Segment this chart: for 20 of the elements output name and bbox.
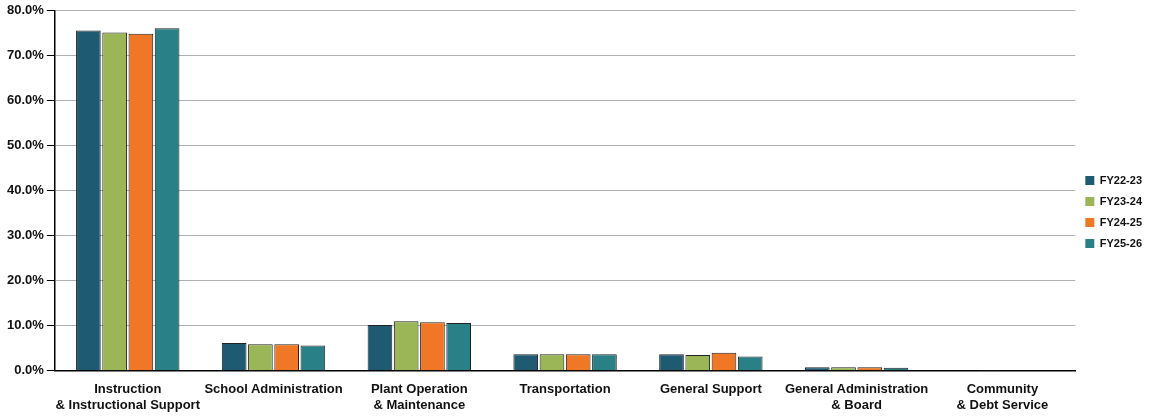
- legend-label: FY23-24: [1099, 194, 1143, 207]
- x-tick-label: Instruction & Instructional Support: [55, 381, 201, 412]
- y-tick-label: 50.0%: [6, 137, 45, 153]
- y-tick-label: 10.0%: [6, 317, 45, 333]
- x-tick-label: General Support: [659, 381, 763, 397]
- x-tick-label: Community & Debt Service: [956, 381, 1049, 412]
- y-tick-label: 70.0%: [6, 47, 45, 63]
- legend-label: FY24-25: [1099, 215, 1143, 228]
- y-tick-label: 40.0%: [6, 182, 45, 198]
- x-tick-label: General Administration & Board: [785, 381, 929, 412]
- legend-label: FY25-26: [1099, 236, 1143, 249]
- y-tick-label: 60.0%: [6, 92, 45, 108]
- x-tick-label: Transportation: [519, 381, 611, 397]
- y-tick-label: 80.0%: [6, 2, 45, 18]
- x-tick-label: School Administration: [204, 381, 343, 397]
- y-tick-label: 0.0%: [14, 362, 45, 378]
- y-tick-label: 20.0%: [6, 272, 45, 288]
- x-tick-label: Plant Operation & Maintenance: [370, 381, 468, 412]
- legend-label: FY22-23: [1099, 173, 1143, 186]
- y-tick-label: 30.0%: [6, 227, 45, 243]
